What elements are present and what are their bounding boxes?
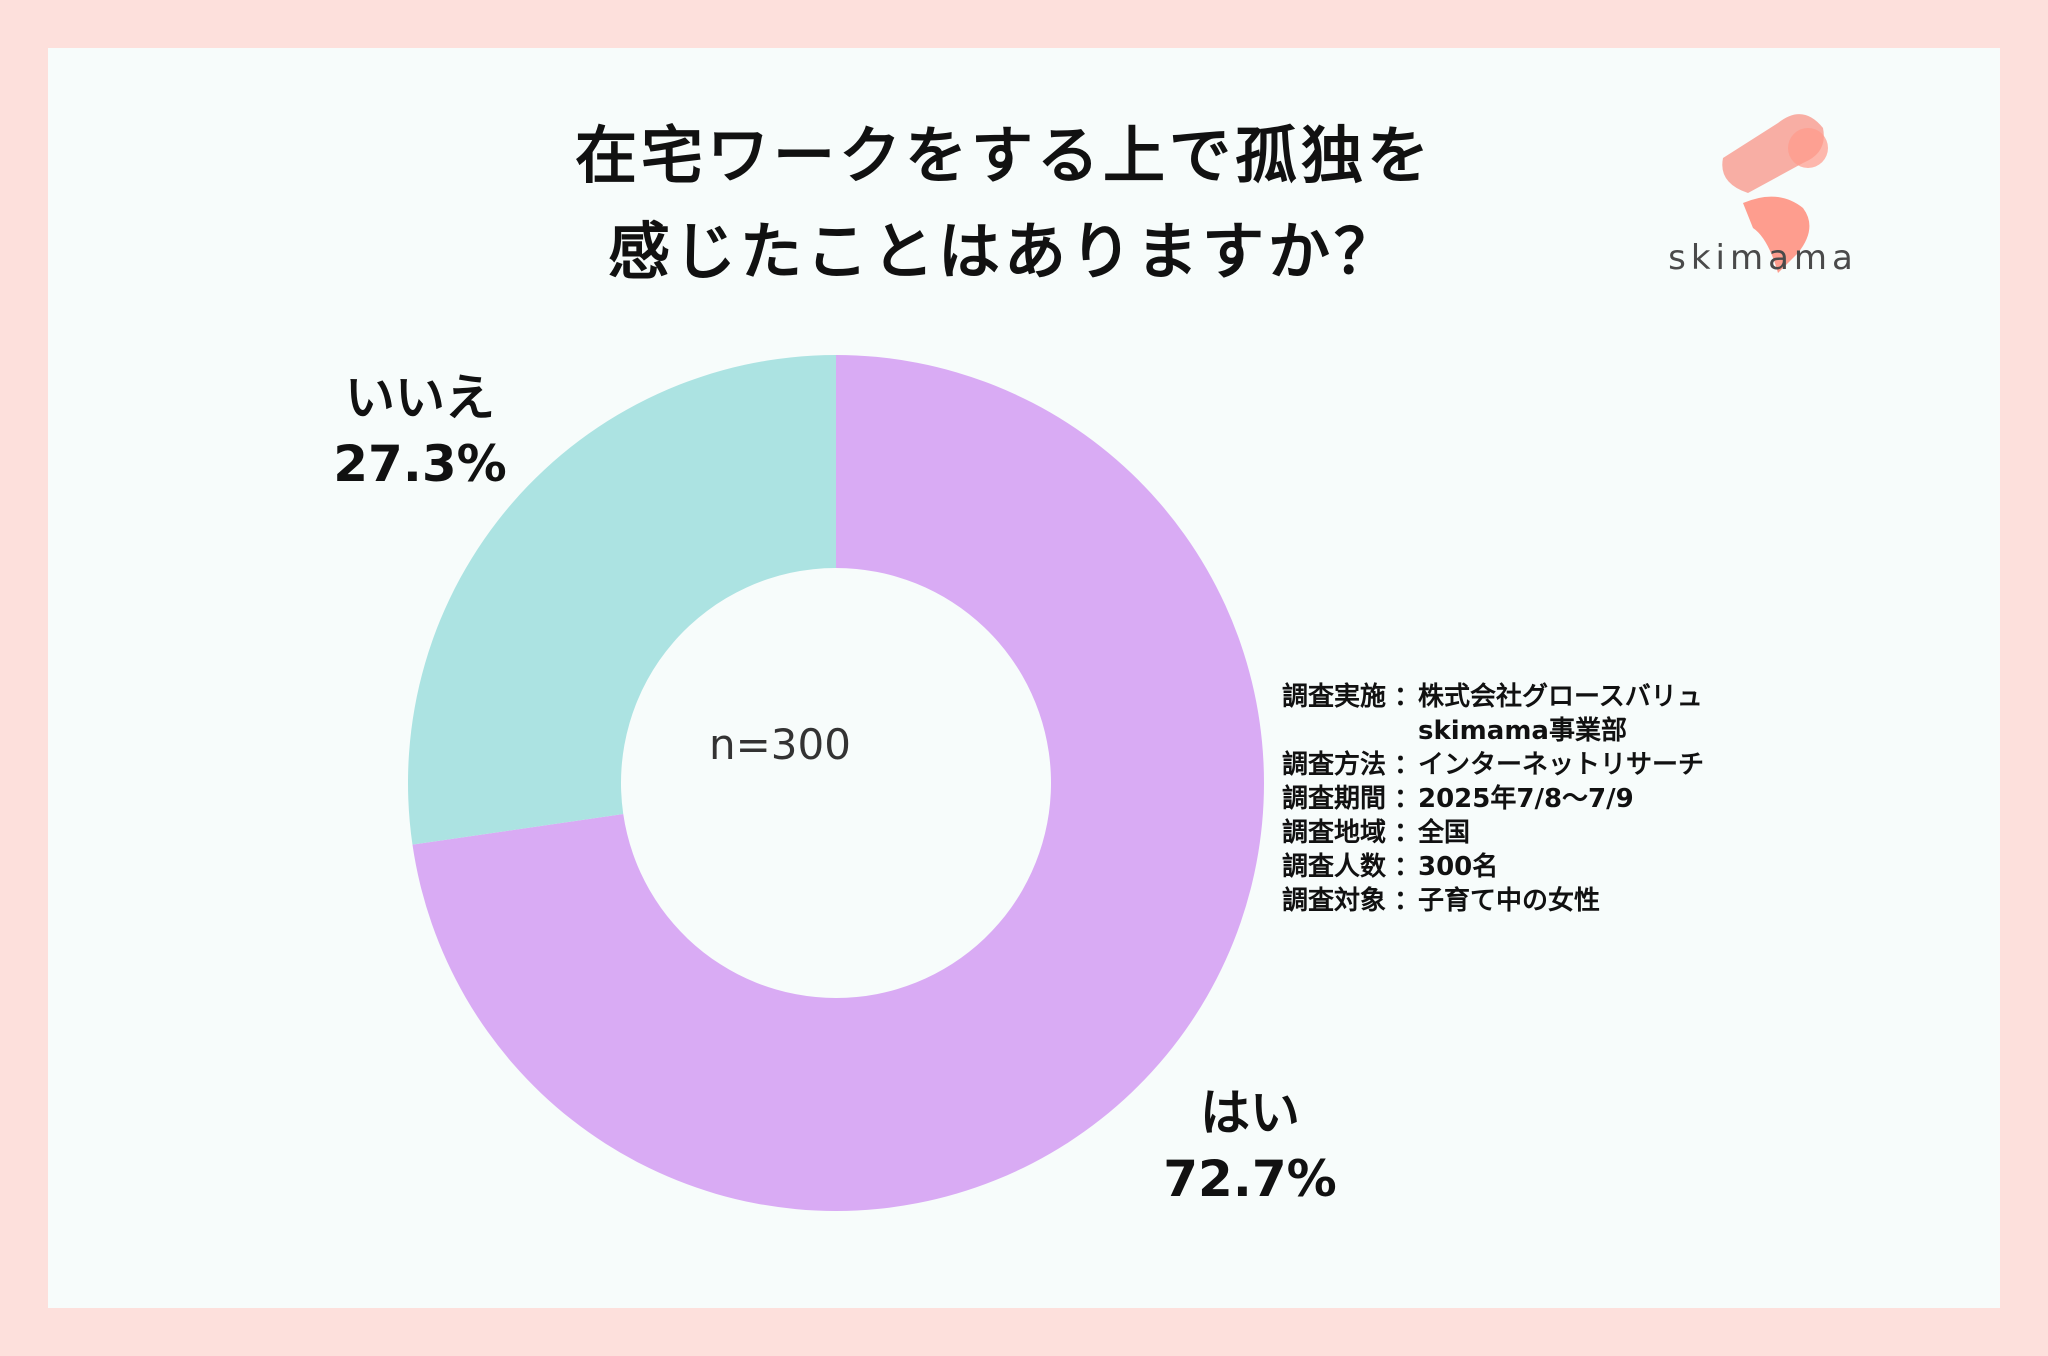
survey-value-line: 株式会社グロースバリュ xyxy=(1418,682,1703,712)
survey-value-line: 300名 xyxy=(1418,852,1499,882)
slice-label-yes: はい 72.7% xyxy=(1155,1080,1345,1212)
survey-key: 調査人数 xyxy=(1282,852,1387,882)
survey-row-conducted-by: 調査実施 ： 株式会社グロースバリュ skimama事業部 xyxy=(1282,680,1802,748)
survey-value-line: インターネットリサーチ xyxy=(1418,750,1705,780)
survey-row-period: 調査期間 ： 2025年7/8〜7/9 xyxy=(1282,782,1802,816)
slice-label-no: いいえ 27.3% xyxy=(330,365,510,497)
chart-title-line-2: 感じたことはありますか？ xyxy=(607,215,1400,288)
chart-title-line-1: 在宅ワークをする上で孤独を xyxy=(574,119,1433,192)
skimama-logo-text: skimama xyxy=(1668,238,1858,278)
chart-title: 在宅ワークをする上で孤独を 感じたことはありますか？ xyxy=(48,108,1960,300)
survey-value-line: 子育て中の女性 xyxy=(1418,886,1601,916)
survey-separator: ： xyxy=(1394,682,1421,712)
survey-value: 300名 xyxy=(1418,850,1498,884)
survey-row-method: 調査方法 ： インターネットリサーチ xyxy=(1282,748,1802,782)
donut-slice-yes xyxy=(412,355,1264,1211)
donut-center-label: n=300 xyxy=(709,720,851,769)
slice-label-yes-value: 72.7% xyxy=(1163,1150,1337,1208)
survey-separator: ： xyxy=(1394,886,1421,916)
survey-row-count: 調査人数 ： 300名 xyxy=(1282,850,1802,884)
survey-value-line: 全国 xyxy=(1418,818,1471,848)
survey-separator: ： xyxy=(1394,750,1421,780)
survey-value-line: skimama事業部 xyxy=(1418,716,1627,746)
survey-key: 調査期間 xyxy=(1282,784,1387,814)
survey-value-line: 2025年7/8〜7/9 xyxy=(1418,784,1634,814)
survey-value: 2025年7/8〜7/9 xyxy=(1418,782,1634,816)
survey-value: 株式会社グロースバリュ skimama事業部 xyxy=(1418,680,1703,748)
slice-label-yes-name: はい xyxy=(1200,1084,1300,1142)
survey-separator: ： xyxy=(1394,852,1421,882)
survey-key: 調査対象 xyxy=(1282,886,1387,916)
survey-row-target: 調査対象 ： 子育て中の女性 xyxy=(1282,884,1802,918)
donut-slice-no xyxy=(408,355,836,845)
survey-info: 調査実施 ： 株式会社グロースバリュ skimama事業部 調査方法 ： インタ… xyxy=(1282,680,1802,918)
survey-key: 調査実施 xyxy=(1282,682,1387,712)
skimama-logo-icon xyxy=(1722,114,1828,273)
slice-label-no-name: いいえ xyxy=(345,369,495,427)
survey-separator: ： xyxy=(1394,818,1421,848)
survey-row-region: 調査地域 ： 全国 xyxy=(1282,816,1802,850)
survey-value: 子育て中の女性 xyxy=(1418,884,1600,918)
survey-key: 調査方法 xyxy=(1282,750,1387,780)
survey-value: インターネットリサーチ xyxy=(1418,748,1704,782)
survey-key: 調査地域 xyxy=(1282,818,1387,848)
survey-separator: ： xyxy=(1394,784,1421,814)
slice-label-no-value: 27.3% xyxy=(333,435,507,493)
survey-value: 全国 xyxy=(1418,816,1470,850)
